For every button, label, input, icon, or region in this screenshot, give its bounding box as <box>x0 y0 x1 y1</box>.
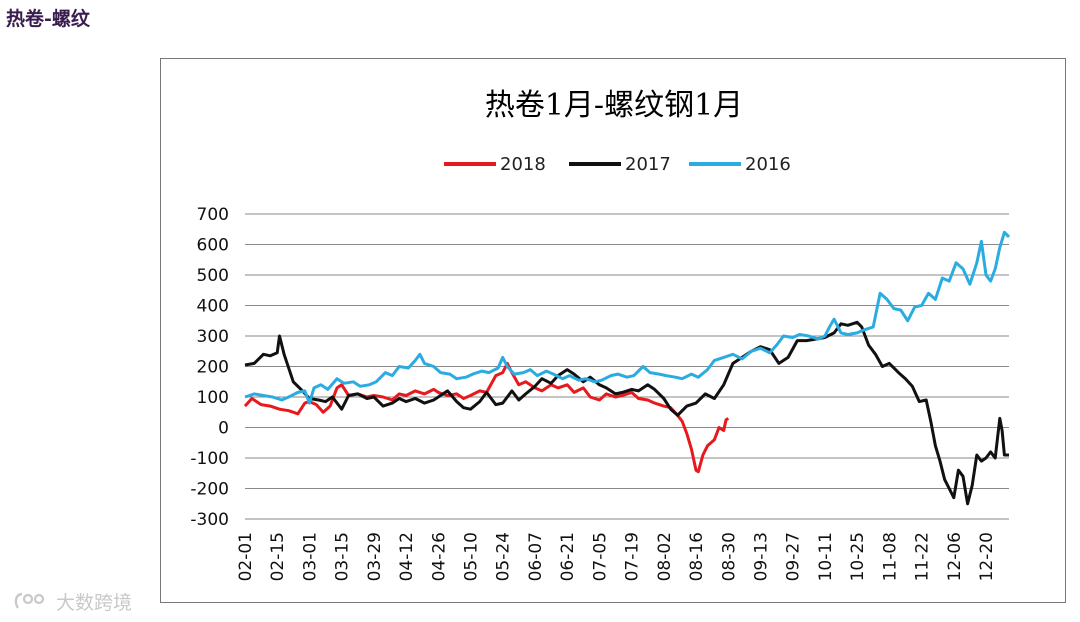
x-axis-ticks: 02-01 02-15 03-01 03-15 03-29 04-12 04-26 05-10… <box>236 532 997 581</box>
x-tick-label: 08-30 <box>719 532 739 581</box>
chart-legend: 2018 2017 2016 <box>444 154 791 175</box>
x-tick-label: 06-07 <box>526 532 546 581</box>
x-tick-label: 06-21 <box>558 532 578 581</box>
page-heading: 热卷-螺纹 <box>6 8 90 30</box>
y-tick-label: 700 <box>197 205 229 225</box>
x-tick-label: 04-12 <box>397 532 417 581</box>
series-line-2017 <box>244 320 1009 506</box>
legend-label-2018: 2018 <box>500 154 546 175</box>
x-tick-label: 09-27 <box>784 532 804 581</box>
x-tick-label: 11-08 <box>880 532 900 581</box>
x-tick-label: 03-29 <box>365 532 385 581</box>
y-tick-label: 500 <box>197 266 229 286</box>
x-tick-label: 10-25 <box>848 532 868 581</box>
y-tick-label: 200 <box>197 358 229 378</box>
y-tick-label: 0 <box>218 419 229 439</box>
chart-title: 热卷1月-螺纹钢1月 <box>485 88 743 123</box>
chart-svg: 热卷1月-螺纹钢1月 2018 2017 2016 700 600 500 400 300 2… <box>190 88 1011 581</box>
x-tick-label: 03-01 <box>300 532 320 581</box>
x-tick-label: 08-02 <box>655 532 675 581</box>
y-tick-label: 300 <box>197 327 229 347</box>
x-tick-label: 02-01 <box>236 532 256 581</box>
series-line-2018 <box>243 361 730 474</box>
y-tick-label: -200 <box>190 480 229 500</box>
watermark-text: 大数跨境 <box>56 592 133 614</box>
chart-gridlines <box>245 213 1009 520</box>
y-tick-label: 600 <box>197 236 229 256</box>
y-tick-label: 100 <box>197 388 229 408</box>
legend-label-2016: 2016 <box>745 154 791 175</box>
chart-frame: 热卷1月-螺纹钢1月 2018 2017 2016 700 600 500 400 300 2… <box>160 58 1066 603</box>
legend-label-2017: 2017 <box>625 154 671 175</box>
y-axis-ticks: 700 600 500 400 300 200 100 0 -100 -200 -300 <box>190 205 229 530</box>
x-tick-label: 02-15 <box>268 532 288 581</box>
x-tick-label: 03-15 <box>333 532 353 581</box>
x-tick-label: 05-10 <box>462 532 482 581</box>
x-tick-label: 08-16 <box>687 532 707 581</box>
y-tick-label: 400 <box>197 297 229 317</box>
x-tick-label: 05-24 <box>494 532 514 581</box>
x-tick-label: 04-26 <box>429 532 449 581</box>
y-tick-label: -100 <box>190 449 229 469</box>
x-tick-label: 07-19 <box>623 532 643 581</box>
chart-series-lines <box>243 230 1011 506</box>
x-tick-label: 09-13 <box>751 532 771 581</box>
brand-logo-icon <box>14 592 45 609</box>
y-tick-label: -300 <box>190 510 229 530</box>
x-tick-label: 12-06 <box>945 532 965 581</box>
x-tick-label: 07-05 <box>590 532 610 581</box>
watermark: 大数跨境 <box>12 588 132 615</box>
x-tick-label: 12-20 <box>977 532 997 581</box>
x-tick-label: 10-11 <box>816 532 836 581</box>
series-line-2016 <box>244 230 1011 405</box>
x-tick-label: 11-22 <box>913 532 933 581</box>
